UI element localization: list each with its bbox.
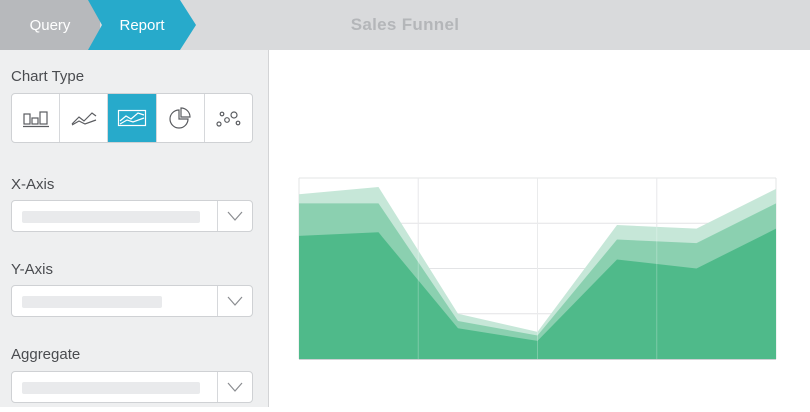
aggregate-dropdown-button[interactable] bbox=[217, 372, 252, 402]
breadcrumb-report-label: Report bbox=[119, 16, 165, 34]
y-axis-label: Y-Axis bbox=[11, 261, 53, 278]
chevron-down-icon bbox=[227, 382, 243, 392]
area-chart-button[interactable] bbox=[108, 94, 157, 142]
chevron-down-icon bbox=[227, 296, 243, 306]
area-chart bbox=[298, 177, 777, 360]
chart-type-selector bbox=[11, 93, 253, 143]
breadcrumb-query[interactable]: Query bbox=[0, 0, 100, 50]
bar-chart-icon bbox=[22, 111, 49, 128]
y-axis-dropdown-button[interactable] bbox=[217, 286, 252, 316]
breadcrumb-report[interactable]: Report bbox=[88, 0, 196, 50]
area-chart-icon bbox=[117, 109, 147, 127]
breadcrumb-query-label: Query bbox=[29, 16, 71, 34]
area-series-1 bbox=[299, 228, 776, 359]
aggregate-placeholder bbox=[22, 382, 200, 394]
pie-chart-icon bbox=[169, 107, 191, 129]
y-axis-select[interactable] bbox=[11, 285, 253, 317]
y-axis-placeholder bbox=[22, 296, 162, 308]
breadcrumb-report-bg bbox=[88, 0, 196, 50]
scatter-chart-button[interactable] bbox=[205, 94, 252, 142]
line-chart-icon bbox=[71, 112, 97, 126]
aggregate-select[interactable] bbox=[11, 371, 253, 403]
breadcrumb-query-bg bbox=[0, 0, 100, 50]
top-bar: Query Report Sales Funnel bbox=[0, 0, 810, 50]
bar-chart-button[interactable] bbox=[12, 94, 61, 142]
aggregate-label: Aggregate bbox=[11, 346, 81, 363]
x-axis-dropdown-button[interactable] bbox=[217, 201, 252, 231]
chart-area bbox=[269, 50, 810, 407]
chevron-down-icon bbox=[227, 211, 243, 221]
report-title: Sales Funnel bbox=[350, 15, 460, 34]
x-axis-label: X-Axis bbox=[11, 176, 55, 193]
x-axis-select[interactable] bbox=[11, 200, 253, 232]
pie-chart-button[interactable] bbox=[157, 94, 205, 142]
chart-type-label: Chart Type bbox=[11, 68, 85, 85]
line-chart-button[interactable] bbox=[60, 94, 109, 142]
x-axis-placeholder bbox=[22, 211, 200, 223]
scatter-chart-icon bbox=[216, 111, 241, 127]
